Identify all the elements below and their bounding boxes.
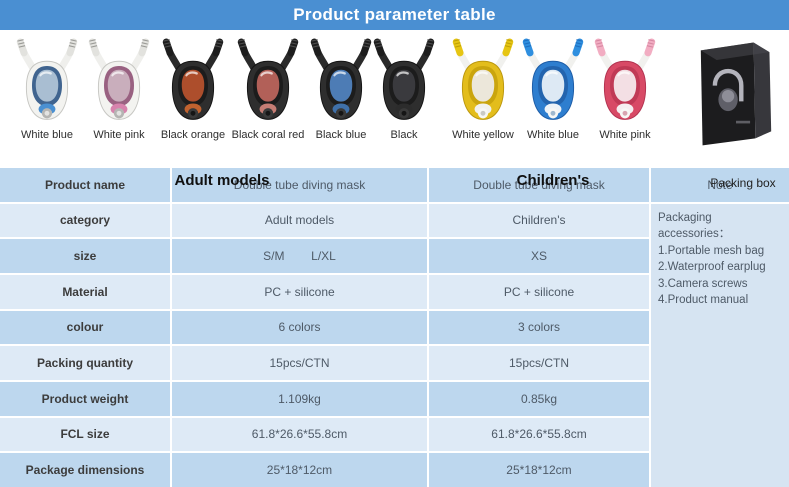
mask-label: Black [390, 129, 418, 141]
diving-mask-icon [16, 38, 78, 120]
children-value-fcl-size: 61.8*26.6*55.8cm [429, 417, 649, 452]
diving-mask-icon [237, 38, 299, 120]
row-label-package-dimensions: Package dimensions [0, 453, 170, 487]
page-header: Product parameter table [0, 0, 789, 30]
group-label-childrens: Children's [516, 172, 590, 189]
row-label-colour: colour [0, 310, 170, 345]
mask-label: White blue [527, 129, 579, 141]
note-line: Packaging accessories： [658, 211, 731, 241]
mask-label: Black orange [160, 129, 226, 141]
mask-item-adult-white-blue: White blue [9, 35, 85, 141]
row-label-product-weight: Product weight [0, 382, 170, 416]
note-line: 4.Product manual [658, 294, 749, 307]
diving-mask-icon [452, 38, 514, 120]
diving-mask-icon [162, 38, 224, 120]
children-value-package-dimensions: 25*18*12cm [429, 453, 649, 487]
mask-item-children-white-blue: White blue [515, 35, 591, 141]
row-label-packing-quantity-text: Packing quantity [36, 356, 134, 371]
diving-mask-icon [88, 38, 150, 120]
adult-value-size: S/M L/XL [172, 239, 427, 273]
mask-item-children-white-yellow: White yellow [445, 35, 521, 141]
product-showcase: Adult models Children's Packing box Whit… [0, 30, 789, 190]
adult-value-product-weight-text: 1.109kg [278, 391, 321, 406]
adult-value-colour-text: 6 colors [278, 320, 321, 335]
row-label-category-text: category [59, 213, 111, 228]
adult-value-material-text: PC + silicone [264, 284, 335, 299]
children-value-packing-quantity-text: 15pcs/CTN [508, 356, 570, 371]
adult-value-product-name: Double tube diving mask [172, 168, 427, 202]
mask-item-adult-black-coral-red: Black coral red [230, 35, 306, 141]
adult-value-size-text: S/M L/XL [263, 249, 336, 264]
children-value-product-weight: 0.85kg [429, 382, 649, 416]
children-value-package-dimensions-text: 25*18*12cm [506, 463, 572, 478]
children-value-size-text: XS [530, 249, 547, 264]
children-value-colour-text: 3 colors [517, 320, 561, 335]
adult-value-material: PC + silicone [172, 275, 427, 309]
group-label-adult-models: Adult models [174, 172, 270, 189]
mask-label: Black coral red [231, 129, 305, 141]
note-column-header: Note [651, 168, 789, 202]
row-label-material: Material [0, 275, 170, 309]
diving-mask-icon [522, 38, 584, 120]
adult-value-packing-quantity-text: 15pcs/CTN [269, 356, 330, 371]
adult-value-category-text: Adult models [264, 213, 335, 228]
packing-box-image [692, 36, 780, 154]
diving-mask-icon [594, 38, 656, 120]
children-value-packing-quantity: 15pcs/CTN [429, 346, 649, 380]
adult-value-category: Adult models [172, 203, 427, 238]
diving-mask-icon [310, 38, 372, 120]
adult-value-package-dimensions-text: 25*18*12cm [266, 463, 333, 478]
row-label-package-dimensions-text: Package dimensions [25, 463, 145, 478]
adult-value-product-name-text: Double tube diving mask [233, 177, 366, 192]
mask-label: White pink [599, 129, 651, 141]
mask-label: White blue [21, 129, 73, 141]
mask-label: White yellow [452, 129, 514, 141]
row-label-size-text: size [73, 249, 97, 264]
adult-value-packing-quantity: 15pcs/CTN [172, 346, 427, 380]
page-title: Product parameter table [293, 5, 496, 24]
children-value-product-name: Double tube diving mask [429, 168, 649, 202]
row-label-material-text: Material [62, 284, 108, 299]
mask-label: White pink [93, 129, 145, 141]
children-value-material: PC + silicone [429, 275, 649, 309]
adult-value-fcl-size: 61.8*26.6*55.8cm [172, 417, 427, 452]
packing-box-label: Packing box [710, 176, 776, 190]
row-label-product-name: Product name [0, 168, 170, 202]
note-content-cell: Packaging accessories： 1.Portable mesh ba… [651, 203, 789, 487]
note-header-text: Note [707, 177, 733, 192]
children-value-fcl-size-text: 61.8*26.6*55.8cm [491, 427, 587, 442]
row-label-packing-quantity: Packing quantity [0, 346, 170, 380]
mask-item-adult-white-pink: White pink [81, 35, 157, 141]
children-value-size: XS [429, 239, 649, 273]
note-line: 1.Portable mesh bag [658, 244, 765, 257]
row-label-colour-text: colour [66, 320, 104, 335]
mask-item-adult-black-orange: Black orange [155, 35, 231, 141]
row-label-product-weight-text: Product weight [41, 391, 129, 406]
adult-value-product-weight: 1.109kg [172, 382, 427, 416]
diving-mask-icon [373, 38, 435, 120]
children-value-material-text: PC + silicone [503, 284, 575, 299]
mask-item-adult-black: Black [366, 35, 442, 141]
adult-value-colour: 6 colors [172, 310, 427, 345]
parameter-table: Product name Double tube diving mask Doubl… [0, 168, 789, 487]
mask-item-adult-black-blue: Black blue [303, 35, 379, 141]
adult-value-fcl-size-text: 61.8*26.6*55.8cm [251, 427, 348, 442]
children-value-category: Children's [429, 203, 649, 238]
note-line: 3.Camera screws [658, 277, 748, 290]
row-label-fcl-size: FCL size [0, 417, 170, 452]
children-value-product-weight-text: 0.85kg [520, 391, 558, 406]
row-label-fcl-size-text: FCL size [60, 427, 110, 442]
mask-label: Black blue [315, 129, 367, 141]
children-value-colour: 3 colors [429, 310, 649, 345]
row-label-product-name-text: Product name [44, 177, 125, 192]
row-label-size: size [0, 239, 170, 273]
packing-box-icon [700, 42, 772, 146]
row-label-category: category [0, 203, 170, 238]
note-line: 2.Waterproof earplug [658, 261, 766, 274]
children-value-product-name-text: Double tube diving mask [473, 177, 605, 192]
mask-item-children-white-pink: White pink [587, 35, 663, 141]
children-value-category-text: Children's [512, 213, 566, 228]
adult-value-package-dimensions: 25*18*12cm [172, 453, 427, 487]
